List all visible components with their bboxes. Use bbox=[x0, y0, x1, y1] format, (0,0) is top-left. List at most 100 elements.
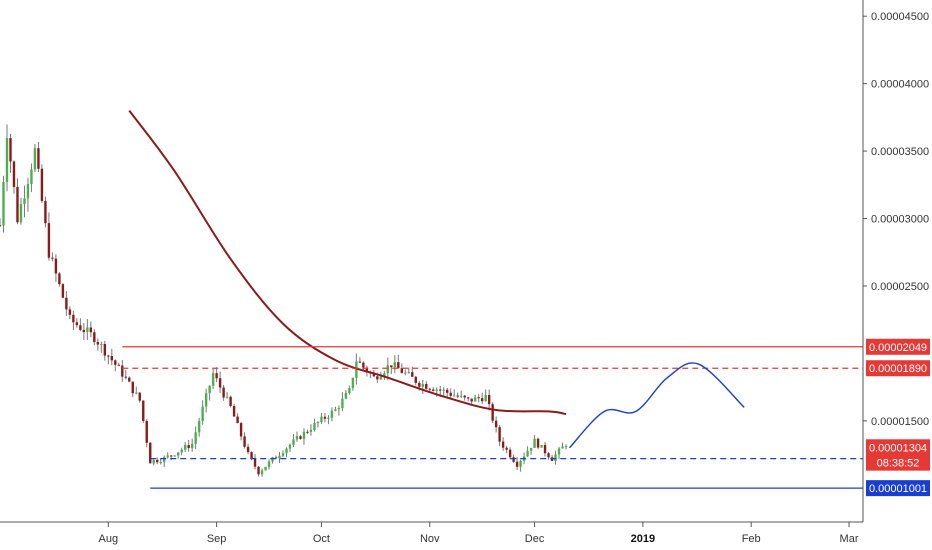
candle bbox=[334, 406, 337, 412]
candle-body bbox=[470, 398, 473, 402]
candle bbox=[16, 178, 19, 225]
candle-body bbox=[93, 332, 96, 342]
candle-body bbox=[5, 138, 9, 183]
candle-body bbox=[281, 453, 285, 456]
candle bbox=[26, 177, 30, 212]
candle-body bbox=[386, 365, 390, 374]
candle-body bbox=[40, 168, 44, 201]
candle-body bbox=[316, 421, 320, 424]
candle bbox=[267, 459, 271, 470]
candle-body bbox=[152, 459, 155, 464]
candle bbox=[229, 395, 232, 408]
candle bbox=[12, 160, 16, 194]
candle bbox=[550, 454, 554, 462]
price-label-text: 0.00001001 bbox=[869, 483, 927, 495]
candle-body bbox=[12, 161, 16, 187]
candle-body bbox=[302, 431, 306, 439]
candle-body bbox=[519, 460, 522, 467]
candle-body bbox=[533, 438, 536, 448]
candle-body bbox=[453, 395, 456, 397]
horizontal-levels-layer bbox=[122, 346, 863, 489]
candle-body bbox=[372, 373, 376, 377]
candle bbox=[58, 272, 61, 287]
candle-body bbox=[250, 452, 253, 459]
candle-body bbox=[414, 376, 417, 383]
candle-body bbox=[243, 436, 246, 447]
candle-body bbox=[334, 409, 337, 411]
candle-body bbox=[561, 446, 564, 449]
price-label: 0.00002049 bbox=[866, 338, 930, 355]
candle-body bbox=[358, 361, 362, 363]
candle-body bbox=[442, 389, 445, 391]
candle bbox=[51, 252, 54, 262]
candle bbox=[540, 444, 543, 448]
candle bbox=[285, 447, 288, 458]
candle-body bbox=[194, 432, 197, 444]
candle bbox=[260, 468, 264, 477]
candle bbox=[295, 431, 299, 442]
candle bbox=[351, 377, 355, 391]
x-tick-label: 2019 bbox=[631, 533, 655, 545]
candle bbox=[208, 385, 211, 401]
candle-body bbox=[435, 389, 438, 391]
candle bbox=[5, 124, 9, 192]
candle-body bbox=[107, 355, 110, 357]
candle bbox=[456, 392, 459, 399]
candle bbox=[47, 212, 51, 261]
candle-body bbox=[288, 444, 292, 449]
candle-body bbox=[114, 360, 117, 365]
candle-body bbox=[446, 389, 449, 393]
candle bbox=[54, 254, 58, 282]
candle bbox=[173, 455, 176, 457]
candle-body bbox=[159, 462, 162, 464]
price-label-box bbox=[866, 439, 930, 456]
candle bbox=[103, 340, 107, 361]
candle-body bbox=[418, 382, 421, 387]
candle-body bbox=[163, 457, 166, 463]
candle bbox=[75, 318, 79, 328]
candle-body bbox=[79, 325, 82, 330]
candle-body bbox=[218, 378, 222, 388]
candle bbox=[536, 437, 540, 450]
candle-body bbox=[327, 417, 330, 419]
candle-body bbox=[44, 200, 47, 224]
candle-body bbox=[89, 327, 93, 333]
candle bbox=[564, 444, 568, 450]
candle bbox=[142, 400, 145, 424]
candle bbox=[358, 357, 362, 364]
candle bbox=[320, 412, 323, 425]
candle bbox=[425, 381, 428, 390]
candle bbox=[344, 389, 348, 400]
candle bbox=[316, 421, 320, 428]
candle bbox=[239, 421, 243, 441]
candle bbox=[271, 456, 274, 464]
candle bbox=[453, 389, 456, 397]
candle bbox=[194, 426, 197, 450]
candle bbox=[459, 390, 463, 399]
x-tick-label: Mar bbox=[840, 533, 859, 545]
candle-body bbox=[330, 410, 334, 418]
candle bbox=[96, 338, 100, 351]
candle-body bbox=[400, 368, 404, 373]
candle bbox=[82, 322, 86, 340]
y-ticks-layer: 0.00004500 0.00004000 0.00003500 0.00003000… bbox=[863, 11, 929, 428]
candle-body bbox=[466, 397, 470, 399]
candle-body bbox=[473, 397, 477, 402]
candle bbox=[23, 185, 26, 218]
candle bbox=[100, 341, 103, 353]
candle-body bbox=[37, 148, 40, 169]
candle bbox=[400, 363, 404, 374]
candle-body bbox=[156, 459, 159, 463]
candle bbox=[313, 418, 316, 432]
candle-body bbox=[30, 169, 33, 184]
candle bbox=[135, 386, 138, 395]
candle bbox=[480, 392, 484, 405]
axes-layer bbox=[0, 0, 864, 523]
candle-body bbox=[222, 387, 225, 398]
candle-body bbox=[323, 416, 327, 419]
candle bbox=[225, 392, 229, 399]
candle bbox=[30, 163, 33, 192]
candle-body bbox=[397, 362, 400, 369]
candle-body bbox=[187, 444, 190, 448]
candle-body bbox=[26, 183, 30, 199]
